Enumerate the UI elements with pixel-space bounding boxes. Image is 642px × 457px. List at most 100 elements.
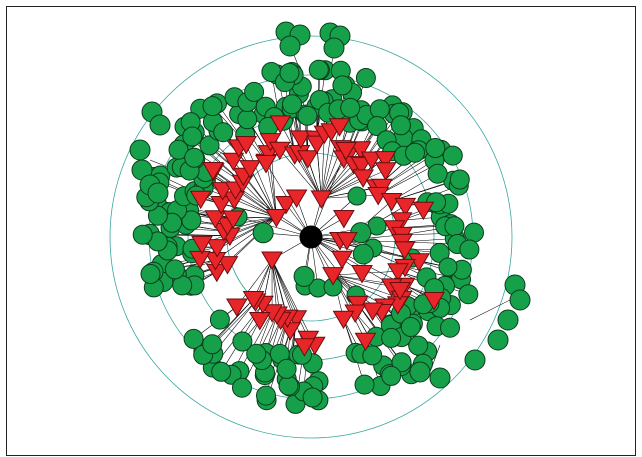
circle-node <box>400 317 421 337</box>
edge <box>310 236 357 296</box>
edge <box>321 131 332 199</box>
circle-node <box>149 114 171 136</box>
circle-node <box>184 147 205 168</box>
circle-node <box>297 105 318 126</box>
circle-node <box>202 334 223 355</box>
circle-node <box>147 182 169 204</box>
triangle-node <box>380 193 403 212</box>
triangle-node <box>189 250 211 270</box>
triangle-node <box>204 210 227 229</box>
circle-node <box>132 224 153 245</box>
triangle-node <box>275 196 297 215</box>
edge <box>266 161 277 218</box>
circle-node <box>202 96 223 117</box>
circle-node <box>302 387 323 408</box>
triangle-node <box>374 162 397 181</box>
triangle-node <box>336 232 358 251</box>
triangle-node <box>242 291 265 310</box>
triangle-node <box>361 302 384 321</box>
triangle-node <box>285 189 308 208</box>
circle-node <box>442 145 463 166</box>
circle-node <box>213 122 234 143</box>
circle-node <box>278 375 299 396</box>
triangle-node <box>393 241 416 260</box>
circle-node <box>381 327 402 348</box>
triangle-node <box>216 256 239 275</box>
triangle-node <box>374 151 397 170</box>
circle-node <box>381 365 402 386</box>
triangle-node <box>255 155 277 174</box>
ring-4 <box>109 35 513 439</box>
circle-node <box>282 94 302 115</box>
triangle-node <box>328 118 351 137</box>
edge <box>271 259 309 339</box>
triangle-node <box>222 152 245 172</box>
circle-node <box>391 352 412 373</box>
edge <box>279 149 322 199</box>
circle-node <box>438 257 458 277</box>
triangle-node <box>189 190 212 210</box>
circle-node <box>256 385 276 406</box>
circle-node <box>279 62 300 83</box>
triangle-node <box>265 209 288 228</box>
triangle-node <box>235 136 257 155</box>
triangle-node <box>331 250 353 270</box>
triangle-node <box>310 190 333 209</box>
circle-node <box>347 186 367 206</box>
circle-node <box>279 35 301 57</box>
circle-node <box>246 343 267 364</box>
triangle-node <box>261 251 283 270</box>
triangle-node <box>389 282 411 301</box>
triangle-node <box>206 239 228 258</box>
circle-node <box>237 109 258 130</box>
circle-node <box>199 135 220 156</box>
root-node <box>299 225 323 249</box>
circle-node <box>464 349 486 371</box>
triangle-node <box>297 150 319 169</box>
edge <box>271 259 316 345</box>
circle-node <box>497 309 519 331</box>
triangle-node <box>248 312 271 331</box>
triangle-node <box>333 210 355 229</box>
edge <box>469 299 511 321</box>
triangle-node <box>306 135 328 155</box>
edge <box>239 312 273 372</box>
triangle-node <box>423 292 445 311</box>
triangle-node <box>412 201 435 221</box>
triangle-node <box>349 141 372 160</box>
triangle-node <box>354 332 377 352</box>
circle-node <box>425 138 446 158</box>
circle-node <box>487 329 509 351</box>
triangle-node <box>332 310 355 330</box>
edge <box>237 216 312 238</box>
triangle-node <box>289 130 312 149</box>
edge <box>321 133 325 199</box>
edge <box>321 170 386 199</box>
triangle-node <box>360 151 383 170</box>
circle-node <box>332 75 353 96</box>
triangle-node <box>239 160 261 179</box>
circle-node <box>252 222 274 244</box>
edge <box>321 126 340 199</box>
triangle-node <box>269 115 292 134</box>
circle-node <box>367 116 388 136</box>
triangle-node <box>322 267 344 286</box>
circle-node <box>323 37 345 59</box>
edge <box>212 169 312 238</box>
edge <box>271 259 297 319</box>
circle-node <box>182 126 203 147</box>
triangle-node <box>408 253 430 272</box>
circle-node <box>369 99 390 120</box>
circle-node <box>244 81 265 102</box>
circle-node <box>409 361 431 383</box>
circle-node <box>232 377 252 398</box>
edge <box>221 203 277 218</box>
triangle-node <box>387 263 409 282</box>
triangle-node <box>350 156 373 176</box>
triangle-node <box>226 298 248 317</box>
circle-node <box>355 68 376 88</box>
circle-node <box>140 264 161 284</box>
circle-node <box>444 216 465 237</box>
edge <box>216 216 277 248</box>
circle-node <box>408 335 429 356</box>
